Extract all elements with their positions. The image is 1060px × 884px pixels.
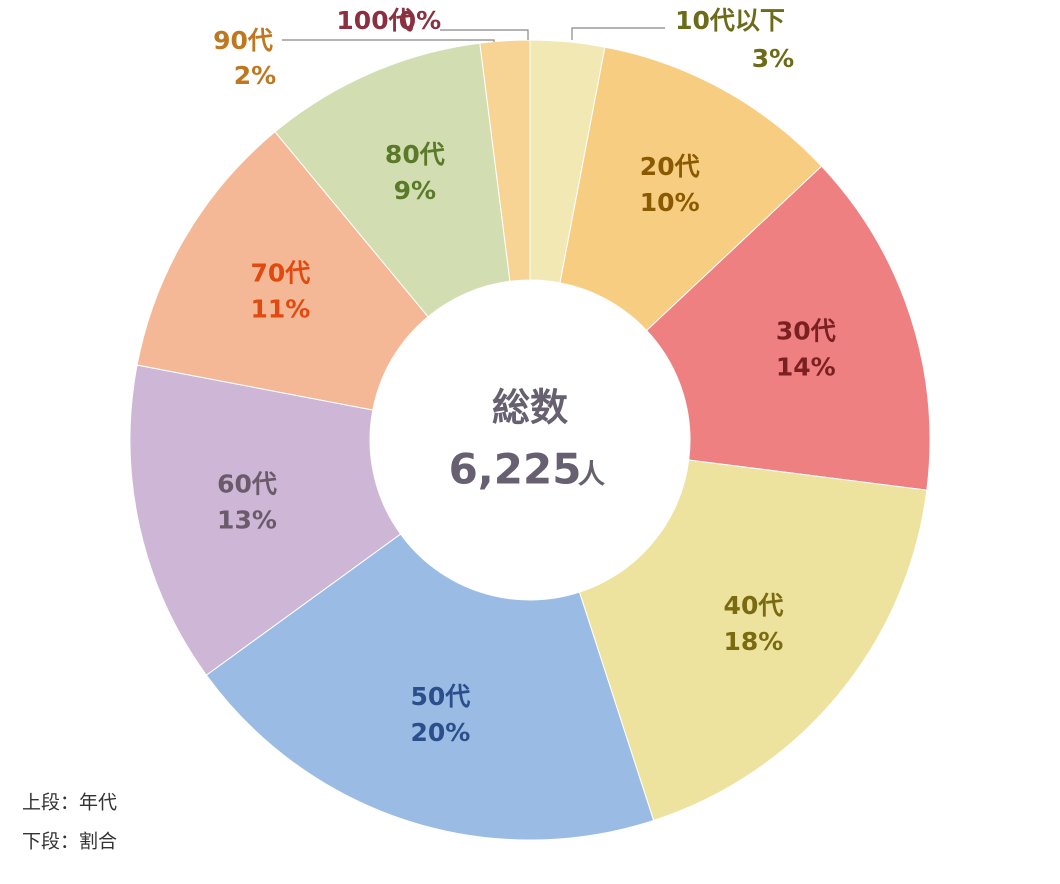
slice-label: 10代以下 (675, 6, 785, 35)
slice-label: 40代 (724, 591, 784, 620)
value-label: 20% (410, 718, 470, 747)
center-unit: 人 (578, 460, 605, 491)
note: 上段：年代 (22, 792, 117, 814)
value-label: 11% (250, 294, 310, 323)
value-label: 0% (399, 6, 441, 35)
slice-label: 80代 (385, 140, 445, 169)
note: 下段：割合 (22, 831, 117, 853)
slice-label: 20代 (640, 152, 700, 181)
slice-label: 60代 (217, 469, 277, 498)
slice-label: 50代 (410, 682, 470, 711)
leader-line (282, 39, 495, 42)
slice (136, 131, 429, 411)
slice (645, 165, 931, 491)
center-total: 6,225 (449, 445, 582, 494)
slice-label: 30代 (776, 316, 836, 345)
value-label: 2% (234, 61, 276, 90)
value-label: 14% (776, 352, 836, 381)
value-label: 18% (724, 627, 784, 656)
center-title: 総数 (492, 386, 568, 430)
leader-line (440, 29, 529, 40)
slice-label: 70代 (250, 258, 310, 287)
slice (274, 42, 511, 318)
slice (205, 533, 655, 841)
slice (129, 364, 402, 676)
slice (578, 459, 928, 822)
leader-line (571, 27, 665, 40)
value-label: 13% (217, 505, 277, 534)
value-label: 9% (394, 176, 436, 205)
slice (559, 46, 823, 332)
slice-label: 90代 (213, 26, 273, 55)
value-label: 3% (752, 44, 794, 73)
value-label: 10% (640, 188, 700, 217)
slice-label: 100代 (336, 6, 413, 35)
